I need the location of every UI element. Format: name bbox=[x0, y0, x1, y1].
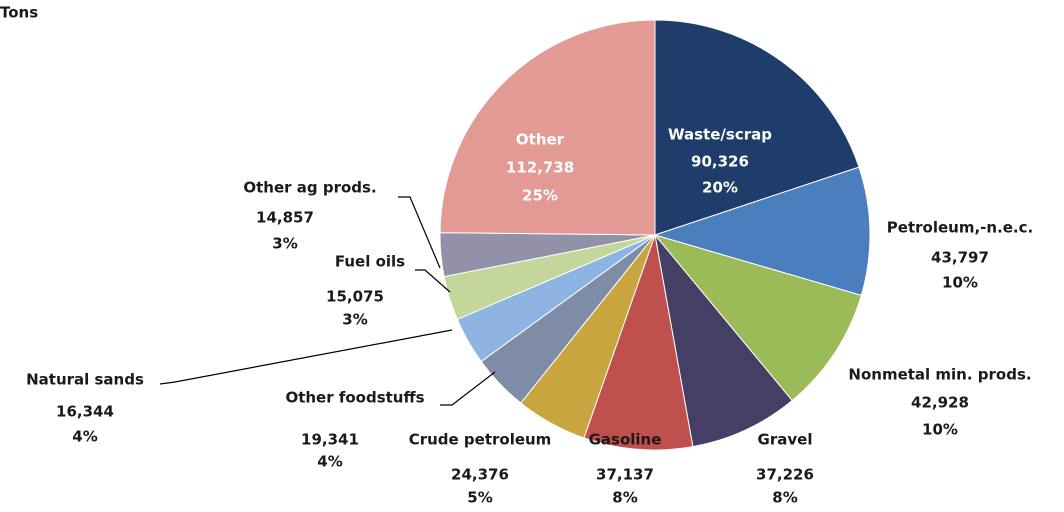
percent-label: 4% bbox=[72, 428, 97, 446]
value-label: 37,137 bbox=[596, 466, 654, 484]
value-label: 15,075 bbox=[326, 288, 384, 306]
slice-label: Crude petroleum bbox=[409, 431, 552, 449]
percent-label: 10% bbox=[942, 274, 978, 292]
leader-line bbox=[415, 269, 451, 293]
percent-label: 5% bbox=[467, 489, 492, 507]
slice-label: Fuel oils bbox=[335, 253, 405, 271]
percent-label: 8% bbox=[612, 489, 637, 507]
value-label: 37,226 bbox=[756, 466, 814, 484]
value-label: 24,376 bbox=[451, 466, 509, 484]
chart-title: Tons bbox=[0, 4, 38, 22]
pie-slice bbox=[583, 233, 694, 451]
leader-line bbox=[159, 329, 453, 385]
value-label: 16,344 bbox=[56, 403, 114, 421]
leader-line bbox=[398, 196, 441, 269]
value-label: 19,341 bbox=[301, 431, 359, 449]
value-label: 14,857 bbox=[256, 209, 314, 227]
percent-label: 25% bbox=[522, 187, 558, 205]
pie-slice bbox=[439, 19, 656, 236]
percent-label: 20% bbox=[702, 179, 738, 197]
slice-label: Other bbox=[516, 131, 565, 149]
value-label: 42,928 bbox=[911, 394, 969, 412]
slice-label: Gasoline bbox=[589, 431, 662, 449]
slice-label: Natural sands bbox=[26, 371, 144, 389]
value-label: 90,326 bbox=[691, 153, 749, 171]
slice-label: Other ag prods. bbox=[243, 179, 376, 197]
pie-slice bbox=[653, 234, 862, 402]
slice-label: Gravel bbox=[758, 431, 813, 449]
percent-label: 4% bbox=[317, 453, 342, 471]
slice-label: Petroleum,-n.e.c. bbox=[887, 219, 1033, 237]
percent-label: 3% bbox=[342, 311, 367, 329]
pie-slice bbox=[654, 233, 793, 448]
value-label: 112,738 bbox=[506, 159, 574, 177]
slice-label: Waste/scrap bbox=[668, 126, 772, 144]
percent-label: 8% bbox=[772, 489, 797, 507]
percent-label: 10% bbox=[922, 421, 958, 439]
leader-line bbox=[440, 371, 496, 406]
value-label: 43,797 bbox=[931, 249, 989, 267]
pie-slice bbox=[653, 166, 871, 297]
slice-label: Other foodstuffs bbox=[285, 389, 424, 407]
percent-label: 3% bbox=[272, 235, 297, 253]
pie-slice bbox=[654, 19, 860, 236]
slice-label: Nonmetal min. prods. bbox=[848, 366, 1031, 384]
